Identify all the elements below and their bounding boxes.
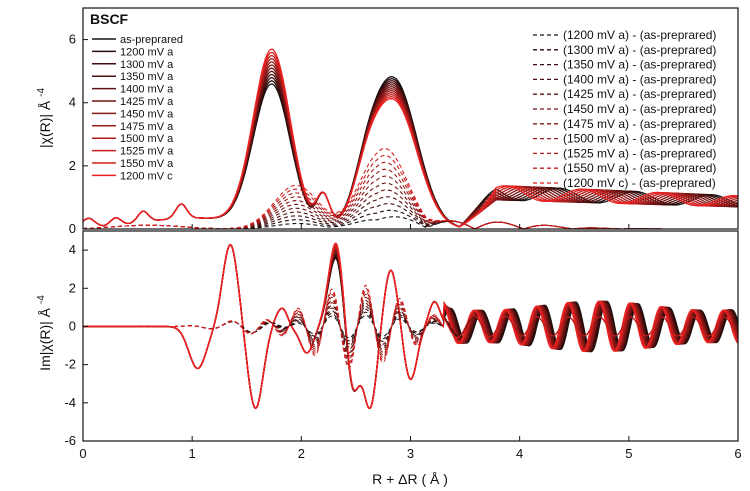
legend-label: 1475 mV a (120, 121, 174, 133)
x-tick-label: 2 (298, 446, 305, 461)
legend-label: 1550 mV a (120, 158, 174, 170)
bottom-y-ticks: -6 -4 -2 0 2 4 (64, 242, 88, 448)
y-tick-label: 2 (69, 280, 76, 295)
svg-text:Im|χ(R)| Å -4: Im|χ(R)| Å -4 (36, 295, 53, 371)
bottom-curves (83, 242, 739, 410)
imaginary-curve (83, 242, 739, 410)
y-tick-label: -6 (64, 433, 76, 448)
legend-label: 1450 mV a (120, 108, 174, 120)
x-tick-label: 6 (734, 446, 741, 461)
difference-curve (83, 209, 738, 230)
difference-curve (83, 196, 738, 230)
y-tick-label: -4 (64, 395, 76, 410)
legend-label: (1475 mV a) - (as-preprared) (563, 117, 716, 131)
svg-text:|χ(R)| Å -4: |χ(R)| Å -4 (36, 88, 53, 149)
difference-curve (83, 168, 738, 230)
top-y-axis-exponent: -4 (36, 88, 47, 97)
x-tick-label: 4 (516, 446, 523, 461)
legend-label: as-preprared (120, 34, 183, 46)
legend-label: (1300 mV a) - (as-preprared) (563, 43, 716, 57)
legend-label: 1200 mV c (120, 170, 173, 182)
y-tick-label: 0 (69, 221, 76, 236)
y-tick-label: 4 (69, 95, 76, 110)
top-y-axis-label: |χ(R)| Å (37, 100, 53, 148)
legend-right: (1200 mV a) - (as-preprared)(1300 mV a) … (533, 28, 716, 190)
y-tick-label: 6 (69, 32, 76, 47)
bottom-panel: -6 -4 -2 0 2 4 0 1 2 3 4 5 6 Im|χ(R)| Å -4 R + ΔR (… (36, 224, 742, 487)
x-tick-label: 5 (625, 446, 632, 461)
y-tick-label: 2 (69, 158, 76, 173)
x-axis-ticks: 0 1 2 3 4 5 6 (79, 224, 742, 461)
legend-label: 1425 mV a (120, 96, 174, 108)
legend-label: (1450 mV a) - (as-preprared) (563, 102, 716, 116)
y-tick-label: 0 (69, 318, 76, 333)
y-tick-label: -2 (64, 357, 76, 372)
bottom-y-axis-title: Im|χ(R)| Å -4 (36, 295, 53, 371)
difference-curve (83, 203, 738, 230)
x-axis-title: R + ΔR ( Å ) (372, 471, 448, 487)
imaginary-difference-curve (83, 290, 739, 363)
legend-label: 1500 mV a (120, 133, 174, 145)
legend-label: (1550 mV a) - (as-preprared) (563, 161, 716, 175)
legend-label: (1350 mV a) - (as-preprared) (563, 58, 716, 72)
sample-label: BSCF (90, 11, 129, 27)
legend-label: 1400 mV a (120, 84, 174, 96)
legend-label: 1200 mV a (120, 46, 174, 58)
legend-label: (1400 mV a) - (as-preprared) (563, 72, 716, 86)
magnitude-curve (82, 48, 739, 228)
x-tick-label: 0 (79, 446, 86, 461)
top-y-axis-title: |χ(R)| Å -4 (36, 88, 53, 149)
legend-label: (1525 mV a) - (as-preprared) (563, 146, 716, 160)
legend-label: (1425 mV a) - (as-preprared) (563, 87, 716, 101)
legend-label: 1350 mV a (120, 71, 174, 83)
legend-label: (1500 mV a) - (as-preprared) (563, 132, 716, 146)
x-tick-label: 3 (407, 446, 414, 461)
legend-label: 1300 mV a (120, 59, 174, 71)
legend-label: (1200 mV c) - (as-preprared) (563, 176, 716, 190)
bottom-y-axis-exponent: -4 (36, 295, 47, 304)
legend-label: 1525 mV a (120, 146, 174, 158)
y-tick-label: 4 (69, 242, 76, 257)
bottom-y-axis-label: Im|χ(R)| Å (37, 307, 53, 370)
legend-label: (1200 mV a) - (as-preprared) (563, 28, 716, 42)
x-tick-label: 1 (189, 446, 196, 461)
top-y-ticks: 0 2 4 6 (69, 32, 88, 236)
